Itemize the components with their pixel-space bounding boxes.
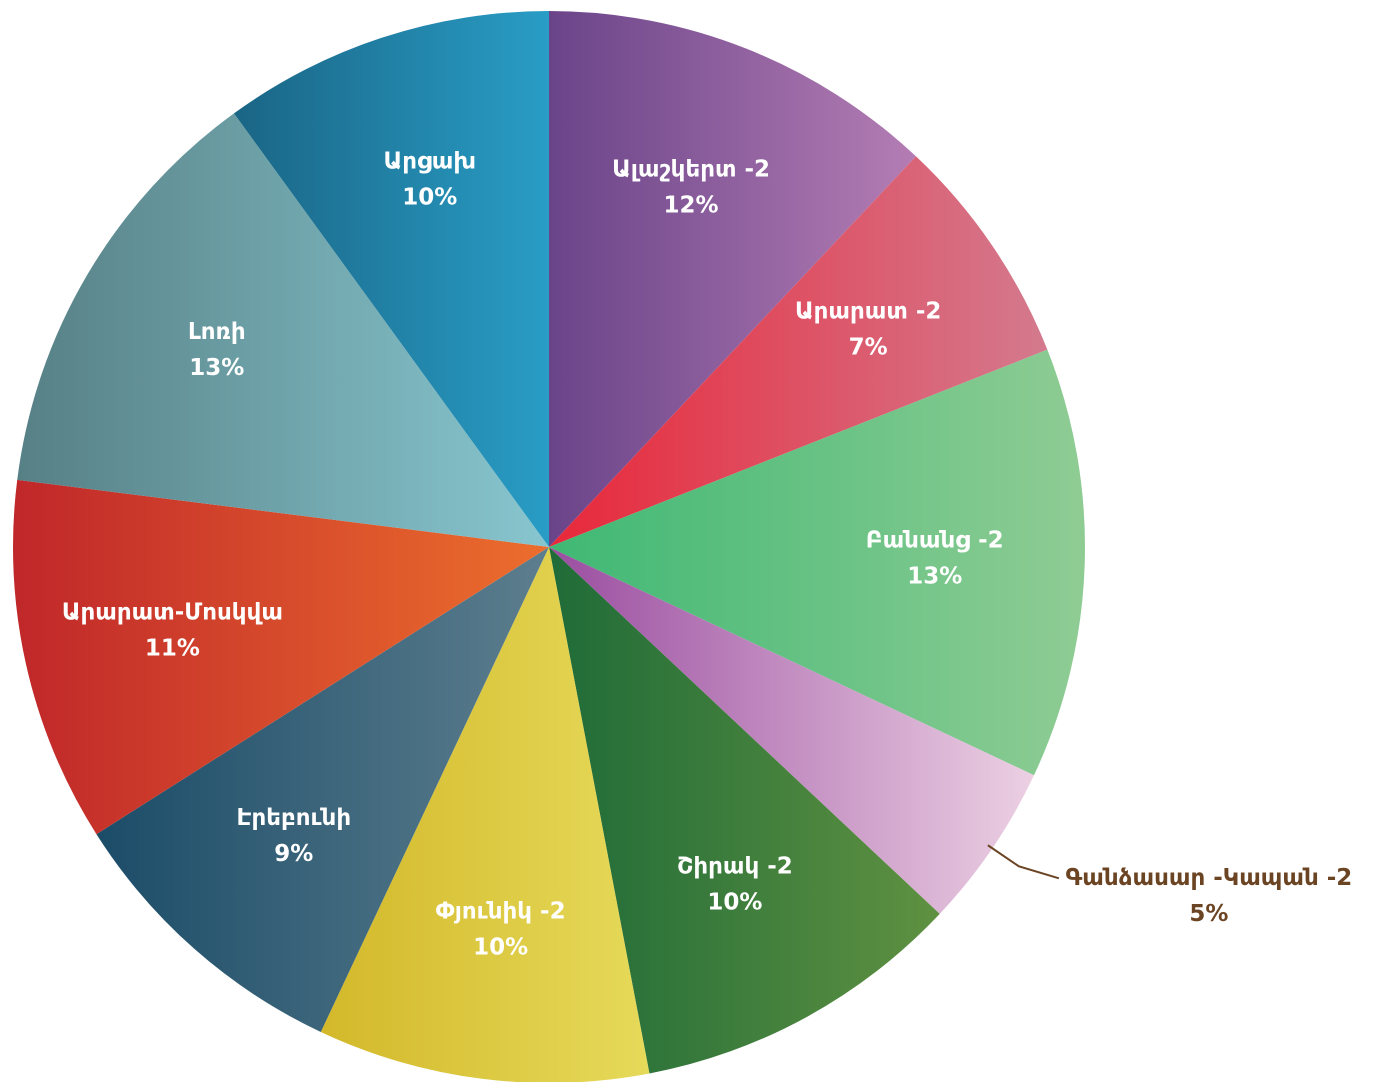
pie-slice	[549, 547, 940, 1074]
slice-value-label: 13%	[189, 355, 244, 381]
slice-label: Բանանց -2	[866, 528, 1004, 554]
slice-label: Գանձասար -Կապան -2	[1066, 865, 1353, 891]
pie-slice	[17, 113, 550, 548]
pie-slice	[549, 11, 916, 547]
pie-slice	[233, 11, 550, 547]
slice-value-label: 12%	[664, 193, 719, 219]
slice-label: Ալաշկերտ -2	[612, 157, 770, 183]
pie-slice	[13, 479, 550, 835]
slice-value-label: 7%	[849, 335, 888, 361]
pie-slice	[320, 547, 650, 1082]
slice-value-label: 10%	[473, 934, 528, 960]
slice-label: Արարատ-Մոսկվա	[62, 600, 283, 626]
slice-value-label: 10%	[707, 890, 762, 916]
slice-value-label: 5%	[1189, 901, 1228, 927]
slice-label: Էրեբունի	[236, 805, 351, 831]
slice-value-label: 10%	[402, 184, 457, 210]
pie-slice	[549, 349, 1085, 776]
leader-line	[987, 844, 1060, 880]
pie-slice	[549, 547, 1034, 914]
pie-slice	[549, 156, 1048, 547]
slice-value-label: 11%	[145, 636, 200, 662]
slice-label: Փյունիկ -2	[436, 898, 566, 924]
slice-label: Արարատ -2	[795, 299, 941, 325]
slice-value-label: 9%	[274, 841, 313, 867]
slice-label: Արցախ	[383, 148, 476, 174]
slice-value-label: 13%	[907, 564, 962, 590]
slice-label: Լոռի	[188, 319, 246, 345]
slice-label: Շիրակ -2	[677, 854, 793, 880]
pie-slice	[96, 547, 549, 1032]
